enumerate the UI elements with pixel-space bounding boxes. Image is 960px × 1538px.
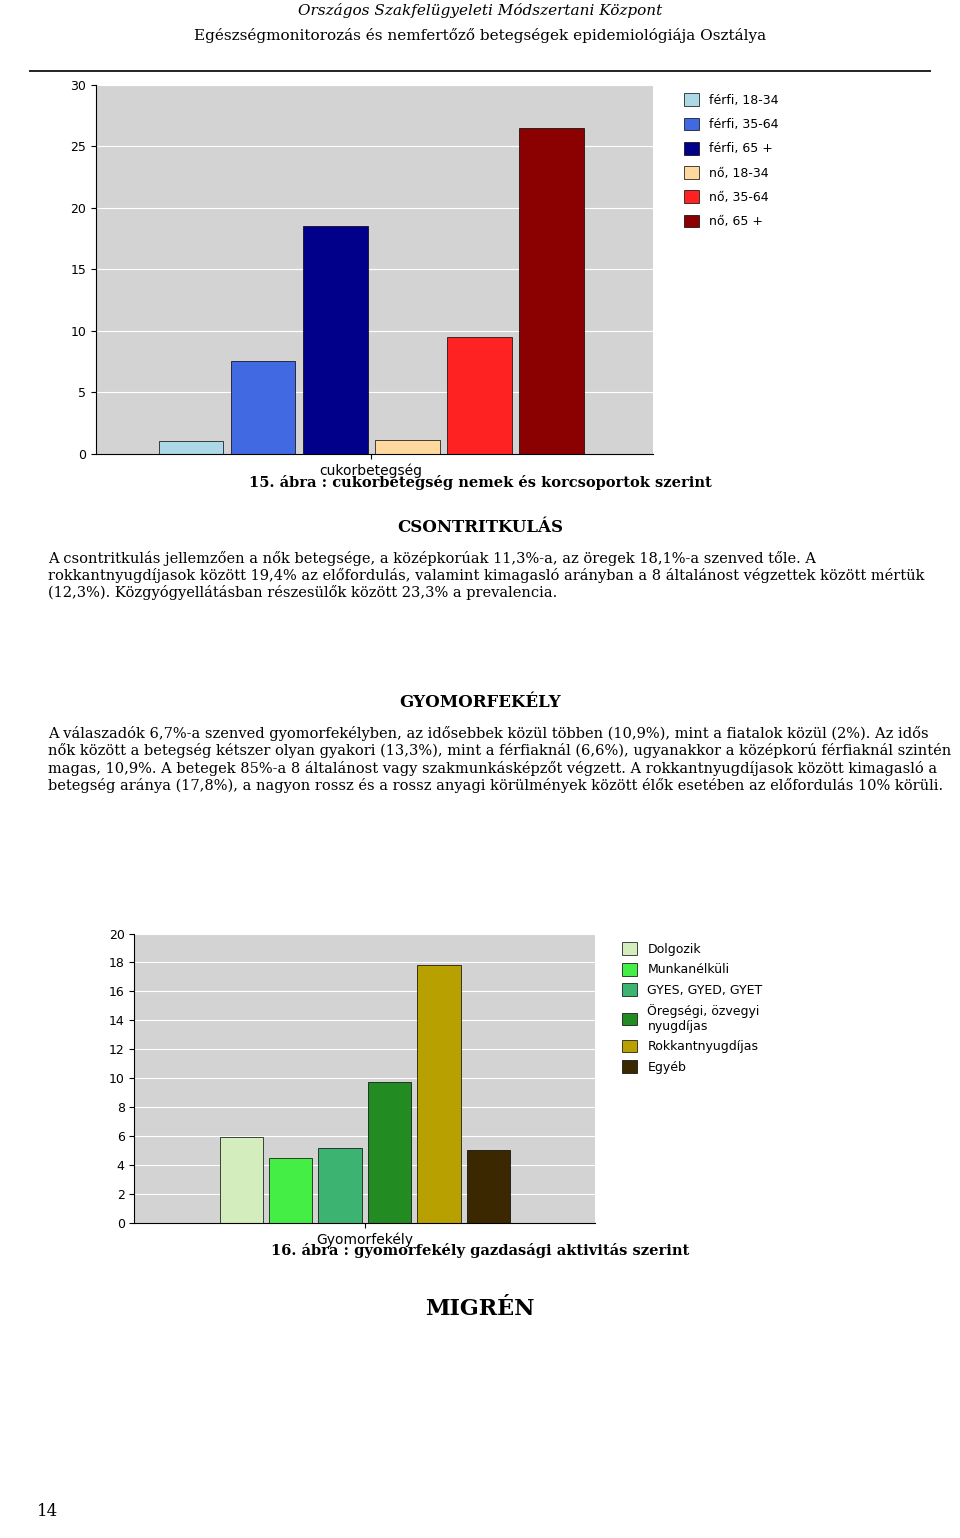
- Bar: [518, 128, 584, 454]
- Bar: [446, 337, 512, 454]
- Text: A válaszadók 6,7%-a szenved gyomorfekélyben, az idősebbek közül többen (10,9%), : A válaszadók 6,7%-a szenved gyomorfekély…: [48, 726, 951, 794]
- Bar: [319, 1147, 362, 1223]
- Text: Egészségmonitorozás és nemfertőző betegségek epidemiológiája Osztálya: Egészségmonitorozás és nemfertőző betegs…: [194, 28, 766, 43]
- Bar: [418, 966, 461, 1223]
- Text: 15. ábra : cukorbetegség nemek és korcsoportok szerint: 15. ábra : cukorbetegség nemek és korcso…: [249, 475, 711, 491]
- Text: 14: 14: [37, 1503, 59, 1520]
- Bar: [220, 1138, 263, 1223]
- Text: CSONTRITKULÁS: CSONTRITKULÁS: [397, 518, 563, 537]
- Text: Országos Szakfelügyeleti Módszertani Központ: Országos Szakfelügyeleti Módszertani Köz…: [298, 3, 662, 18]
- Text: MIGRÉN: MIGRÉN: [425, 1298, 535, 1320]
- Legend: férfi, 18-34, férfi, 35-64, férfi, 65 +, nő, 18-34, nő, 35-64, nő, 65 +: férfi, 18-34, férfi, 35-64, férfi, 65 +,…: [682, 91, 780, 231]
- Text: GYOMORFEKÉLY: GYOMORFEKÉLY: [399, 694, 561, 712]
- Bar: [467, 1150, 510, 1223]
- Bar: [302, 226, 368, 454]
- Text: 16. ábra : gyomorfekély gazdasági aktivitás szerint: 16. ábra : gyomorfekély gazdasági aktivi…: [271, 1243, 689, 1258]
- Legend: Dolgozik, Munkanélküli, GYES, GYED, GYET, Öregségi, özvegyi
nyugdíjas, Rokkantny: Dolgozik, Munkanélküli, GYES, GYED, GYET…: [620, 940, 765, 1077]
- Bar: [230, 361, 296, 454]
- Bar: [368, 1083, 411, 1223]
- Bar: [374, 440, 440, 454]
- Bar: [158, 441, 224, 454]
- Text: A csontritkulás jellemzően a nők betegsége, a középkorúak 11,3%-a, az öregek 18,: A csontritkulás jellemzően a nők betegsé…: [48, 551, 924, 600]
- Bar: [269, 1158, 312, 1223]
